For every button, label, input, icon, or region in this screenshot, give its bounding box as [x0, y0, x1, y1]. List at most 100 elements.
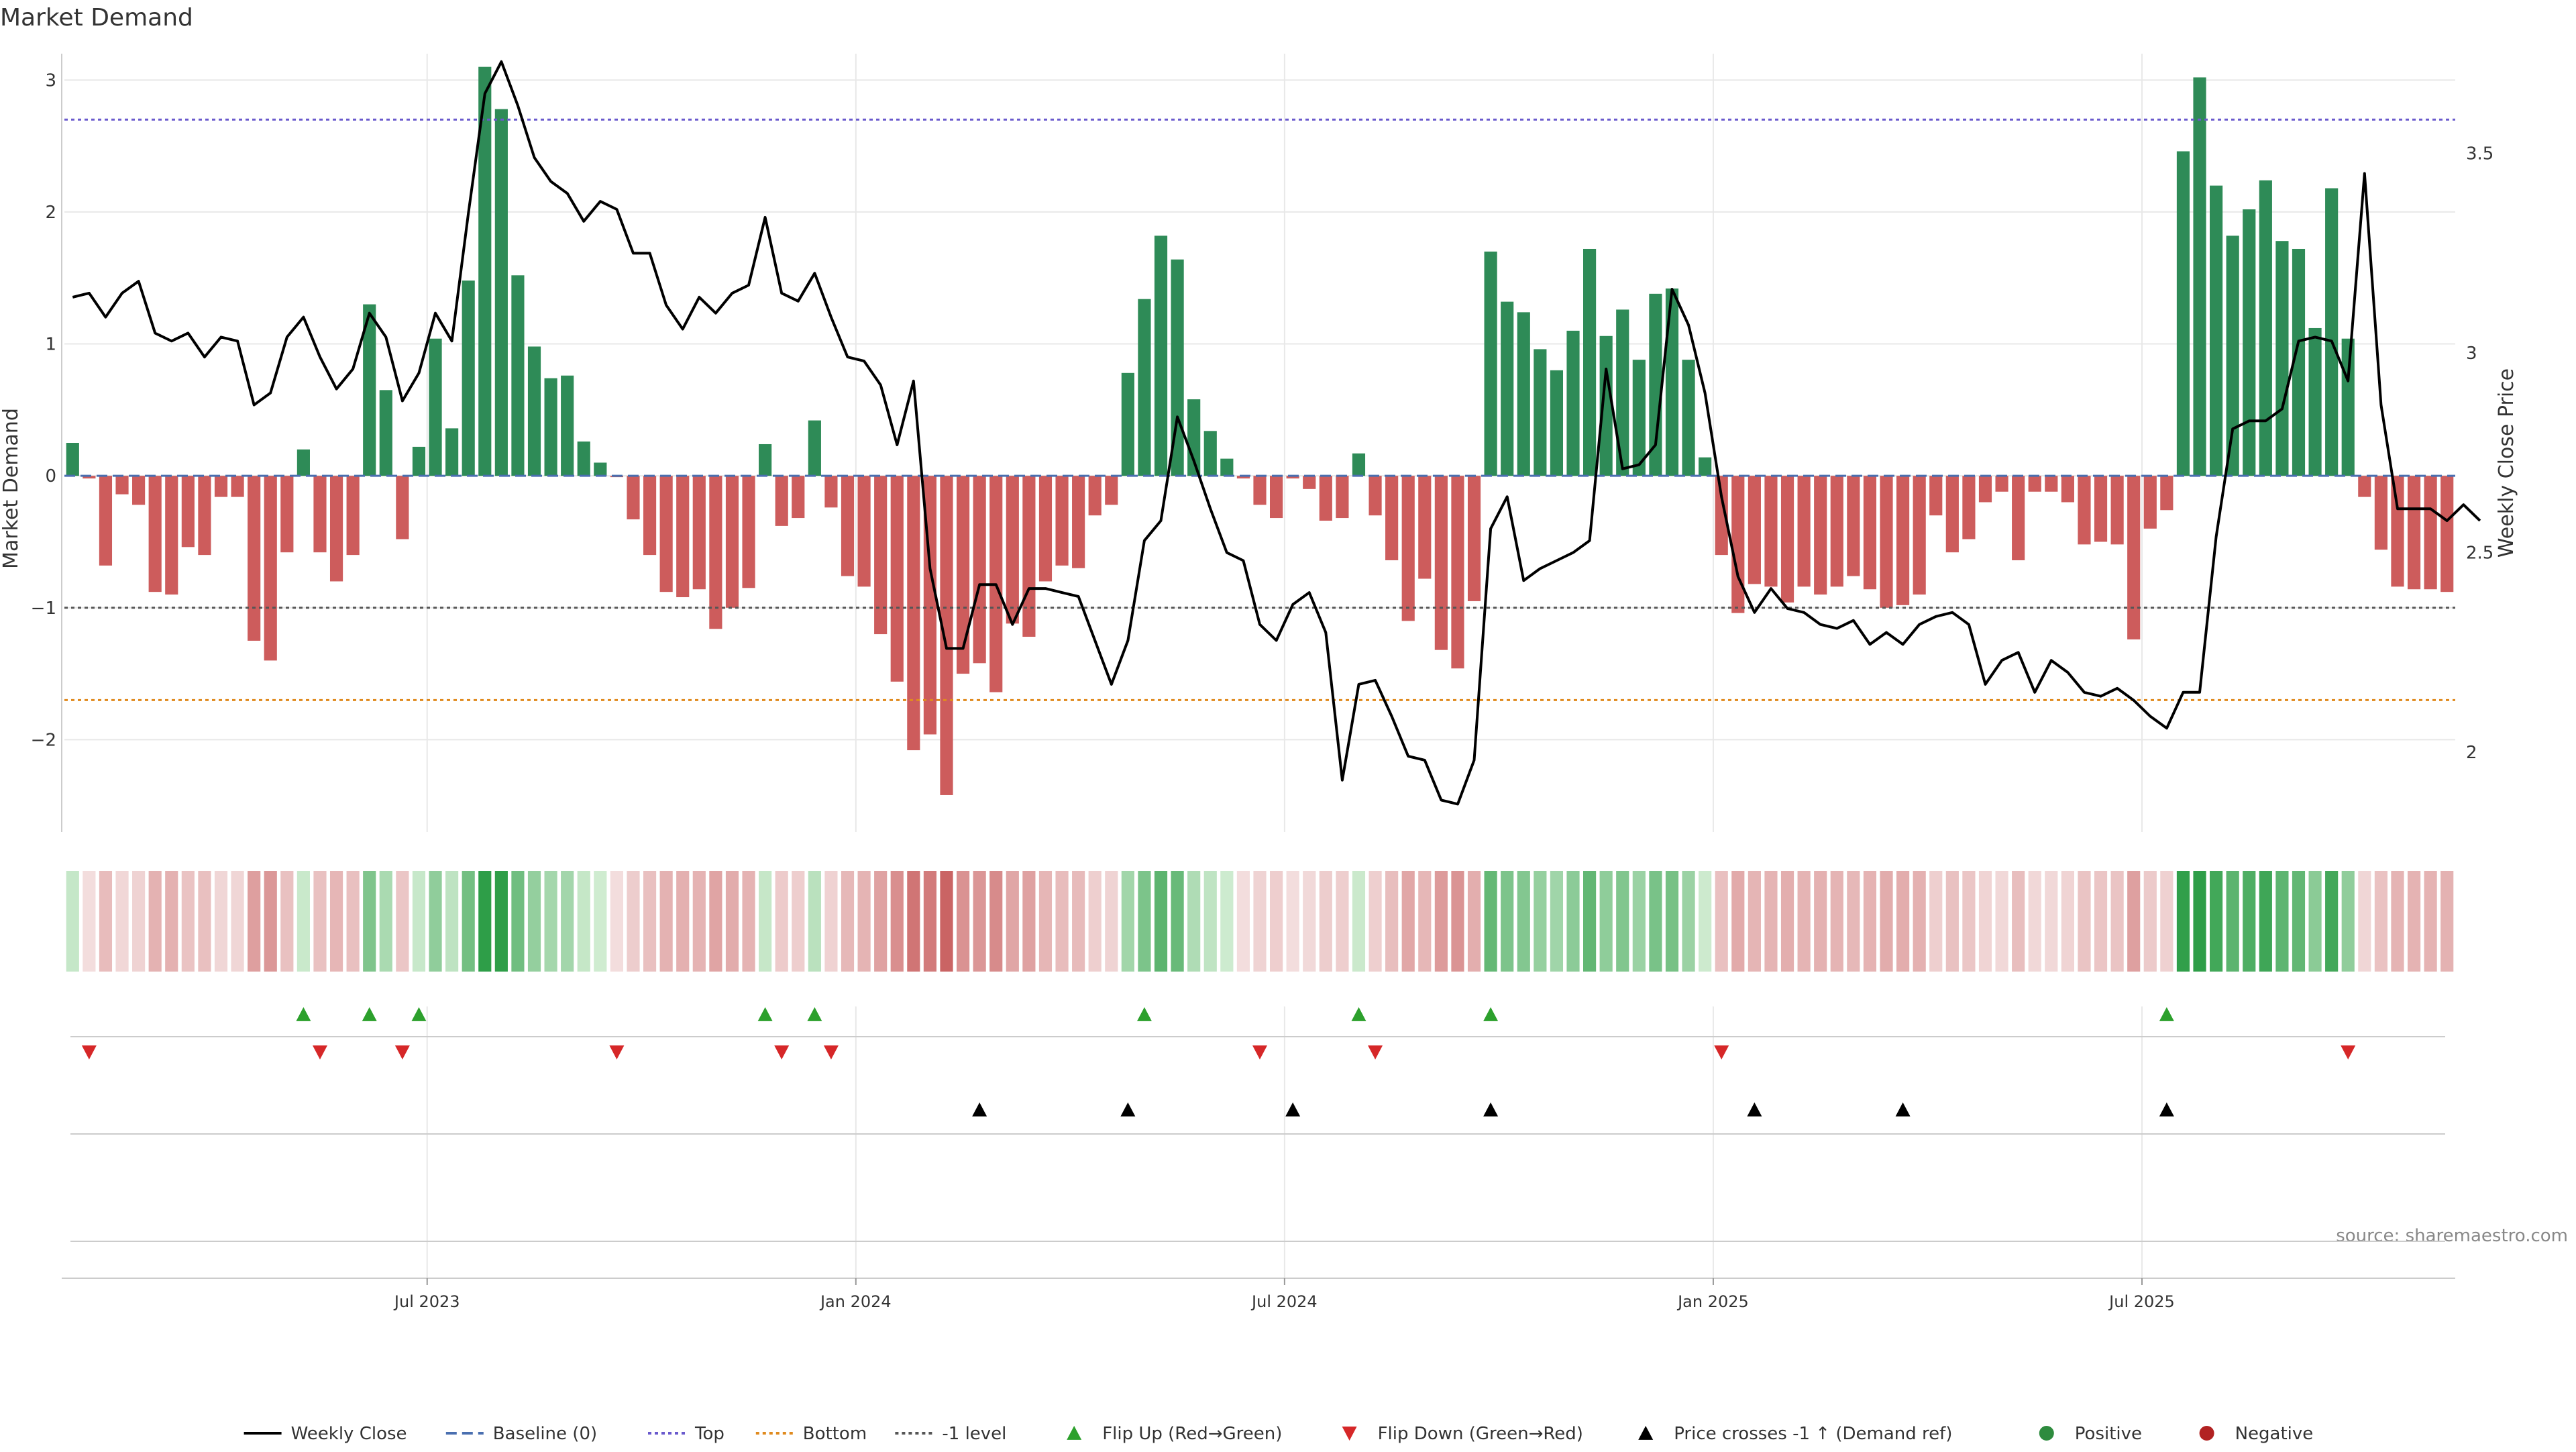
demand-bar	[1038, 476, 1053, 582]
demand-bar	[445, 428, 459, 476]
heat-cell	[2160, 871, 2174, 972]
demand-bar	[1978, 476, 1992, 503]
x-tick-label: Jul 2025	[2108, 1292, 2175, 1311]
demand-bar	[544, 378, 557, 476]
flip-down-marker	[1252, 1045, 1267, 1059]
heat-cell	[1022, 871, 1036, 972]
heat-cell	[742, 871, 755, 972]
heat-cell	[692, 871, 706, 972]
demand-bar	[1303, 476, 1316, 489]
demand-bar	[1154, 236, 1168, 476]
heat-cell	[1566, 871, 1580, 972]
heat-cell	[1434, 871, 1448, 972]
demand-bar	[1814, 476, 1827, 595]
demand-bar	[1385, 476, 1399, 560]
heat-cell	[132, 871, 146, 972]
heat-cell	[1138, 871, 1151, 972]
demand-bar	[659, 476, 673, 592]
heat-cell	[1780, 871, 1794, 972]
demand-bar	[2341, 338, 2355, 476]
demand-bar	[1072, 476, 1085, 568]
heat-cell	[396, 871, 409, 972]
demand-bar	[1699, 457, 1712, 476]
demand-bar	[1534, 349, 1547, 476]
heat-cell	[923, 871, 936, 972]
flip-down-marker	[312, 1045, 327, 1059]
demand-bar	[1517, 312, 1530, 476]
demand-bar	[1401, 476, 1415, 621]
demand-bar	[2210, 185, 2223, 476]
heat-cell	[1253, 871, 1267, 972]
demand-bar	[940, 476, 953, 795]
heat-cell	[2110, 871, 2124, 972]
legend-swatch-triangle-down	[1342, 1427, 1357, 1441]
demand-bar	[1550, 370, 1564, 476]
flip-up-marker	[1351, 1007, 1366, 1021]
demand-bar	[1253, 476, 1267, 505]
legend-label: Top	[694, 1424, 724, 1444]
demand-bar	[857, 476, 871, 587]
demand-bar	[1913, 476, 1926, 595]
heat-cell	[627, 871, 640, 972]
flip-up-marker	[757, 1007, 773, 1021]
heat-cell	[1616, 871, 1629, 972]
heat-cell	[1484, 871, 1497, 972]
demand-bar	[775, 476, 788, 526]
price-cross-marker	[1285, 1102, 1301, 1117]
heat-cell	[83, 871, 96, 972]
x-tick-label: Jan 2024	[819, 1292, 892, 1311]
demand-bar	[1121, 372, 1134, 476]
heat-cell	[313, 871, 327, 972]
demand-bar	[1566, 330, 1580, 476]
demand-bar	[462, 280, 475, 476]
y-tick-label-right: 2	[2466, 743, 2477, 763]
heat-cell	[544, 871, 557, 972]
demand-bar	[973, 476, 986, 664]
heat-cell	[1550, 871, 1564, 972]
demand-bar	[329, 476, 343, 582]
y-axis-label-right: Weekly Close Price	[2495, 368, 2518, 558]
demand-bar	[1929, 476, 1943, 516]
heat-cell	[363, 871, 376, 972]
heat-cell	[2358, 871, 2371, 972]
flip-up-marker	[1136, 1007, 1152, 1021]
heat-cell	[2243, 871, 2256, 972]
heat-cell	[2078, 871, 2091, 972]
demand-bar	[627, 476, 640, 520]
heat-cell	[1236, 871, 1250, 972]
reference-lines	[64, 118, 2455, 701]
price-cross-marker	[1895, 1102, 1911, 1117]
demand-bar	[2391, 476, 2404, 587]
heat-cell	[1731, 871, 1745, 972]
heat-cell	[874, 871, 888, 972]
heat-cell	[1303, 871, 1316, 972]
y-tick-label-left: 1	[45, 335, 56, 355]
heat-cell	[1501, 871, 1514, 972]
weekly-close-line	[72, 60, 2481, 806]
demand-bar	[1484, 251, 1497, 476]
demand-bar	[1319, 476, 1332, 521]
heat-cell	[824, 871, 838, 972]
heat-cell	[2341, 871, 2355, 972]
demand-bar	[1780, 476, 1794, 603]
heat-cell	[280, 871, 294, 972]
demand-bar	[808, 420, 821, 476]
heat-cell	[1534, 871, 1547, 972]
demand-bar	[824, 476, 838, 508]
demand-bar	[1995, 476, 2008, 492]
heat-cell	[841, 871, 855, 972]
demand-bar	[264, 476, 277, 661]
y-tick-label-left: −1	[31, 599, 56, 619]
heat-cell	[2424, 871, 2437, 972]
heat-cell	[429, 871, 442, 972]
demand-bar	[1055, 476, 1069, 566]
demand-bar	[1583, 248, 1597, 476]
heat-cell	[2292, 871, 2306, 972]
heat-cell	[99, 871, 113, 972]
flip-down-marker	[1368, 1045, 1383, 1059]
demand-bar	[2325, 188, 2339, 476]
demand-bars	[66, 66, 2454, 795]
heat-cell	[659, 871, 673, 972]
chart-title: Market Demand	[0, 4, 193, 32]
heat-cell	[2193, 871, 2206, 972]
